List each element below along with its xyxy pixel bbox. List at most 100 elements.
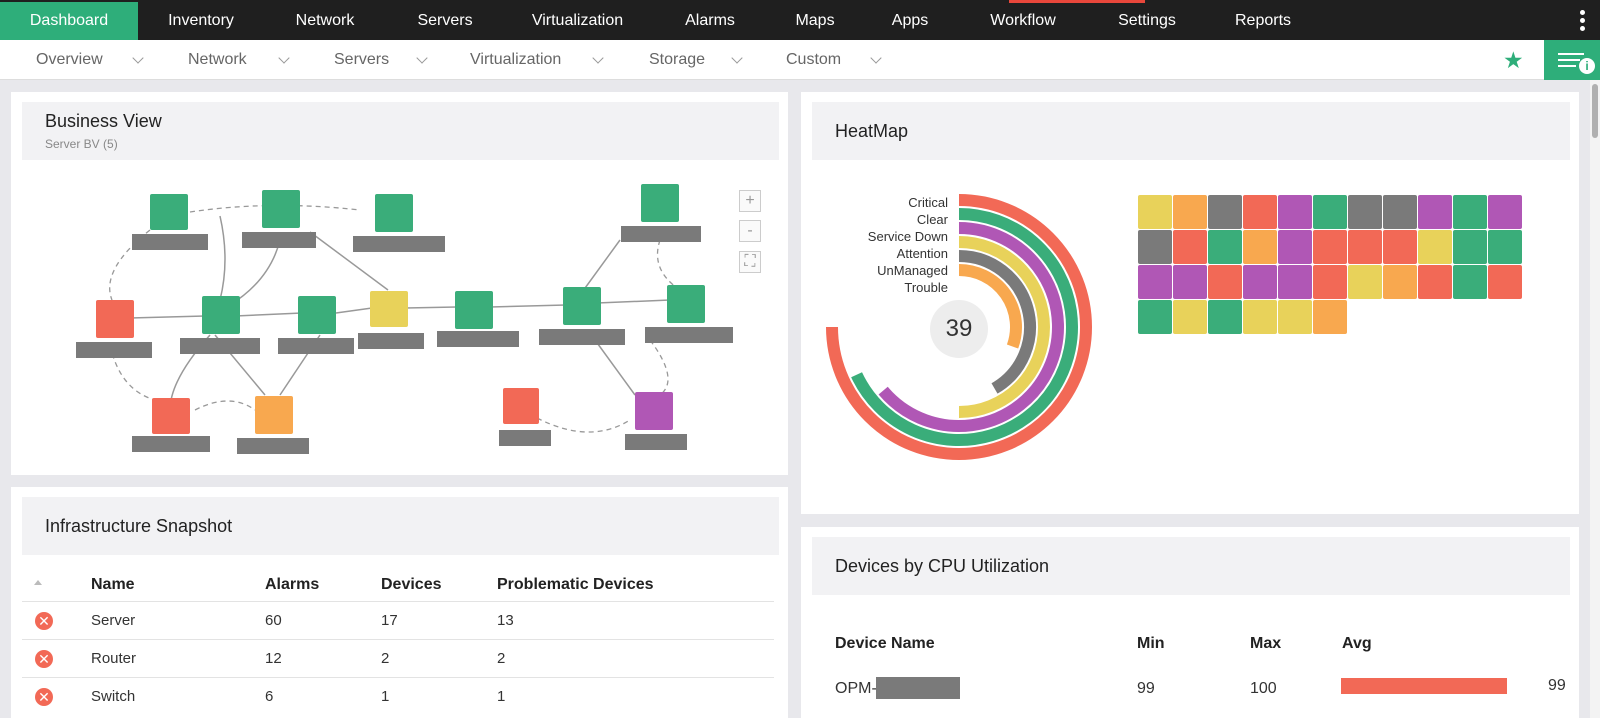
heatmap-cell[interactable]	[1488, 265, 1522, 299]
heatmap-cell[interactable]	[1418, 230, 1452, 264]
heatmap-cell[interactable]	[1418, 195, 1452, 229]
heatmap-cell[interactable]	[1208, 265, 1242, 299]
sub-nav: Overview Network Servers Virtualization …	[0, 40, 1600, 80]
heatmap-cell[interactable]	[1453, 265, 1487, 299]
heatmap-cell[interactable]	[1208, 195, 1242, 229]
heatmap-cell[interactable]	[1243, 230, 1277, 264]
tab-alarms[interactable]: Alarms	[685, 12, 735, 29]
heatmap-cell[interactable]	[1418, 265, 1452, 299]
more-menu-icon[interactable]	[1580, 10, 1586, 32]
col-avg[interactable]: Avg	[1342, 635, 1372, 652]
radial-arc-clear[interactable]	[851, 208, 1078, 446]
heatmap-cell[interactable]	[1313, 195, 1347, 229]
heatmap-cell[interactable]	[1383, 265, 1417, 299]
radial-arc-service-down[interactable]	[878, 222, 1064, 432]
scrollbar-thumb[interactable]	[1592, 84, 1598, 138]
device-name-link[interactable]: OPM-	[835, 680, 877, 697]
business-view-subtitle: Server BV (5)	[45, 137, 118, 151]
heatmap-cell[interactable]	[1278, 300, 1312, 334]
heatmap-cell[interactable]	[1243, 265, 1277, 299]
table-cell: 60	[265, 612, 282, 629]
col-devices[interactable]: Devices	[381, 576, 442, 593]
radial-arc-critical[interactable]	[826, 194, 1092, 460]
heatmap-cell[interactable]	[1138, 265, 1172, 299]
radial-arc-trouble[interactable]	[958, 264, 1022, 349]
tab-network[interactable]: Network	[295, 12, 355, 29]
heatmap-cell[interactable]	[1138, 230, 1172, 264]
heatmap-cell[interactable]	[1383, 195, 1417, 229]
heatmap-cell[interactable]	[1208, 230, 1242, 264]
heatmap-cell[interactable]	[1453, 230, 1487, 264]
table-cell[interactable]: Router	[91, 650, 137, 667]
tab-workflow[interactable]: Workflow	[990, 12, 1056, 29]
fullscreen-icon[interactable]: ⛶	[739, 251, 761, 273]
business-view-header	[22, 102, 779, 160]
tab-virtualization[interactable]: Virtualization	[531, 12, 624, 29]
heatmap-cell[interactable]	[1348, 265, 1382, 299]
heatmap-cell[interactable]	[1243, 195, 1277, 229]
cpu-max: 100	[1250, 680, 1277, 697]
table-cell[interactable]: Server	[91, 612, 136, 629]
col-device-name[interactable]: Device Name	[835, 635, 935, 652]
critical-status-icon: ✕	[35, 688, 53, 706]
divider	[22, 639, 774, 640]
cpu-avg-value: 99	[1548, 677, 1566, 694]
heatmap-title: HeatMap	[835, 121, 909, 141]
heatmap-cell[interactable]	[1453, 195, 1487, 229]
heatmap-cell[interactable]	[1173, 265, 1207, 299]
tab-dashboard[interactable]: Dashboard	[0, 2, 138, 40]
heatmap-cell[interactable]	[1138, 300, 1172, 334]
tab-maps[interactable]: Maps	[795, 12, 835, 29]
heatmap-cell[interactable]	[1278, 230, 1312, 264]
table-cell[interactable]: Switch	[91, 688, 136, 705]
infra-snapshot-title: Infrastructure Snapshot	[45, 516, 233, 536]
heatmap-cell[interactable]	[1208, 300, 1242, 334]
tab-inventory[interactable]: Inventory	[168, 12, 234, 29]
favorite-star-icon[interactable]: ★	[1503, 47, 1524, 73]
heatmap-cell[interactable]	[1383, 230, 1417, 264]
tab-apps[interactable]: Apps	[891, 12, 929, 29]
status-radial-chart	[826, 194, 1092, 460]
subnav-storage[interactable]: Storage	[649, 51, 706, 68]
heatmap-cell[interactable]	[1313, 230, 1347, 264]
subnav-network[interactable]: Network	[188, 51, 247, 68]
heatmap-cell[interactable]	[1348, 195, 1382, 229]
heatmap-cell[interactable]	[1313, 300, 1347, 334]
page-scrollbar[interactable]	[1590, 80, 1600, 718]
tab-servers[interactable]: Servers	[417, 12, 473, 29]
heatmap-cell[interactable]	[1278, 265, 1312, 299]
widget-menu-button[interactable]: i	[1544, 40, 1600, 80]
subnav-custom[interactable]: Custom	[786, 51, 842, 68]
tab-reports[interactable]: Reports	[1234, 12, 1292, 29]
heatmap-cell[interactable]	[1138, 195, 1172, 229]
sort-icon[interactable]	[34, 580, 42, 585]
tab-settings[interactable]: Settings	[1118, 12, 1176, 29]
col-alarms[interactable]: Alarms	[265, 576, 320, 593]
col-name[interactable]: Name	[91, 576, 135, 593]
heatmap-cell[interactable]	[1348, 230, 1382, 264]
heatmap-cell[interactable]	[1173, 300, 1207, 334]
subnav-overview[interactable]: Overview	[36, 51, 103, 68]
heatmap-cell[interactable]	[1313, 265, 1347, 299]
col-max[interactable]: Max	[1250, 635, 1282, 652]
info-badge-icon: i	[1579, 58, 1595, 74]
top-nav: Dashboard Inventory Network Servers Virt…	[0, 0, 1600, 40]
heatmap-cell[interactable]	[1243, 300, 1277, 334]
heatmap-cell[interactable]	[1488, 230, 1522, 264]
zoom-in-button[interactable]: +	[739, 190, 761, 212]
heatmap-cell[interactable]	[1278, 195, 1312, 229]
col-problematic-devices[interactable]: Problematic Devices	[497, 576, 654, 593]
radial-arc-unmanaged[interactable]	[958, 250, 1036, 394]
subnav-virtualization[interactable]: Virtualization	[470, 51, 562, 68]
heatmap-cell[interactable]	[1488, 195, 1522, 229]
heatmap-cell[interactable]	[1173, 195, 1207, 229]
business-view-title: Business View	[45, 111, 162, 131]
table-cell: 13	[497, 612, 514, 629]
heatmap-cell[interactable]	[1173, 230, 1207, 264]
legend-unmanaged: UnManaged	[877, 263, 948, 278]
zoom-out-button[interactable]: -	[739, 220, 761, 242]
radial-arc-attention[interactable]	[958, 236, 1050, 418]
col-min[interactable]: Min	[1137, 635, 1165, 652]
divider	[22, 677, 774, 678]
subnav-servers[interactable]: Servers	[334, 51, 390, 68]
